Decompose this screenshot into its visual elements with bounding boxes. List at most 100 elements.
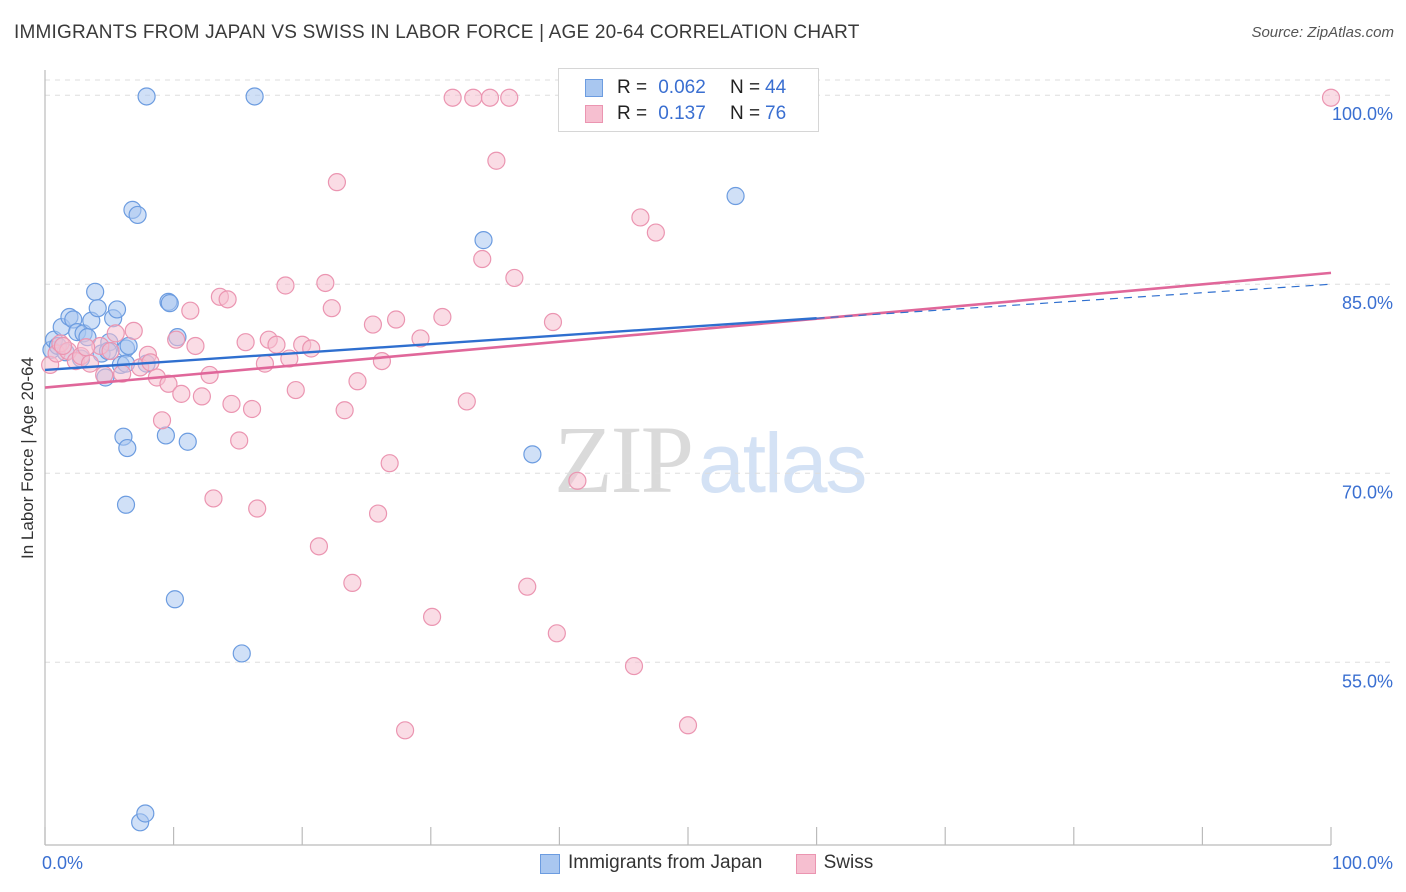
- swiss-point: [363, 315, 383, 334]
- swiss-point: [242, 399, 262, 419]
- swiss-point: [309, 537, 329, 556]
- japan-point: [726, 186, 745, 206]
- axes: [44, 70, 1332, 846]
- legend-label-swiss: Swiss: [823, 852, 874, 873]
- swiss-point: [192, 387, 211, 406]
- japan-point: [523, 445, 542, 464]
- swiss-point: [77, 338, 96, 357]
- y-tick-label: 100.0%: [1332, 104, 1393, 124]
- swiss-point: [152, 411, 172, 430]
- japan-point: [178, 432, 197, 451]
- x-tick-label-max: 100.0%: [1332, 853, 1393, 873]
- swiss-point: [248, 499, 267, 518]
- legend-n-value: 44: [765, 77, 787, 98]
- swiss-point: [422, 607, 442, 627]
- swiss-point: [276, 276, 295, 295]
- swiss-point: [380, 454, 399, 473]
- swiss-point: [505, 268, 524, 288]
- chart-title: IMMIGRANTS FROM JAPAN VS SWISS IN LABOR …: [14, 22, 860, 43]
- japan-point: [116, 495, 136, 514]
- swiss-point: [547, 624, 566, 643]
- japan-point: [107, 300, 127, 319]
- y-tick-label: 55.0%: [1342, 671, 1393, 691]
- watermark-atlas: atlas: [698, 416, 867, 510]
- swiss-point: [106, 324, 125, 343]
- legend-r-label: R =: [617, 103, 648, 124]
- legend-swatch-swiss: [795, 854, 816, 874]
- swiss-point: [487, 151, 506, 170]
- swiss-point: [543, 312, 563, 332]
- swiss-point: [335, 401, 354, 420]
- swiss-point: [286, 380, 305, 400]
- swiss-point: [343, 573, 362, 592]
- series-japan: [42, 87, 745, 832]
- legend-r-label: R =: [617, 77, 648, 98]
- grid-lines: [45, 79, 1391, 663]
- swiss-point: [316, 273, 335, 293]
- swiss-point: [678, 716, 698, 735]
- swiss-point: [386, 310, 406, 329]
- swiss-point: [411, 329, 430, 348]
- swiss-point: [500, 88, 519, 107]
- japan-point: [245, 87, 264, 106]
- swiss-point: [101, 341, 120, 361]
- tick-labels: 55.0% 70.0% 85.0% 100.0% 0.0% 100.0%: [42, 104, 1393, 873]
- swiss-point: [53, 336, 73, 356]
- swiss-point: [568, 471, 587, 490]
- legend-r-value: 0.062: [658, 77, 706, 98]
- legend-item-japan[interactable]: Immigrants from Japan: [540, 852, 762, 874]
- x-tick-label-min: 0.0%: [42, 853, 83, 873]
- swiss-point: [172, 384, 191, 403]
- swiss-point: [518, 577, 537, 596]
- legend-item-swiss[interactable]: Swiss: [795, 852, 874, 874]
- swiss-point: [443, 88, 462, 107]
- swiss-point: [368, 504, 388, 523]
- swiss-point: [80, 354, 100, 373]
- series-legend: Immigrants from Japan Swiss: [540, 852, 901, 874]
- swiss-point: [480, 88, 500, 107]
- y-tick-label: 70.0%: [1342, 482, 1393, 502]
- japan-point: [88, 299, 107, 318]
- correlation-legend: R = 0.062 N = 44 R = 0.137 N = 76: [558, 68, 819, 132]
- legend-row-japan: R = 0.062 N = 44: [559, 75, 818, 101]
- legend-n-value: 76: [765, 103, 787, 124]
- swiss-point: [200, 365, 219, 385]
- watermark: ZIPatlas: [554, 404, 867, 515]
- swiss-point: [230, 431, 249, 450]
- swiss-point: [267, 335, 286, 354]
- swiss-point: [302, 339, 321, 358]
- swiss-point: [327, 173, 347, 192]
- trend-line-swiss: [44, 271, 1332, 389]
- swiss-point: [457, 392, 476, 411]
- legend-swatch-japan: [585, 79, 603, 97]
- legend-swatch-japan: [540, 854, 560, 874]
- swiss-point: [433, 307, 452, 327]
- trend-lines: [44, 271, 1332, 389]
- watermark-zip: ZIP: [554, 406, 694, 513]
- japan-point: [128, 205, 147, 225]
- legend-swatch-swiss: [585, 105, 603, 123]
- swiss-point: [204, 489, 223, 508]
- legend-r-value: 0.137: [658, 103, 706, 124]
- swiss-point: [395, 721, 415, 740]
- japan-point: [119, 336, 138, 356]
- japan-point: [137, 87, 156, 106]
- swiss-point: [473, 249, 492, 269]
- swiss-point: [186, 336, 205, 356]
- japan-point: [136, 804, 155, 823]
- source-label: Source: ZipAtlas.com: [1251, 24, 1394, 41]
- legend-row-swiss: R = 0.137 N = 76: [559, 101, 818, 127]
- series-swiss: [41, 88, 1341, 740]
- swiss-point: [1321, 88, 1341, 107]
- swiss-point: [348, 372, 367, 391]
- swiss-point: [646, 223, 665, 242]
- swiss-point: [372, 351, 392, 371]
- swiss-point: [218, 290, 237, 309]
- japan-point: [86, 282, 105, 301]
- japan-point: [232, 644, 251, 663]
- y-tick-label: 85.0%: [1342, 293, 1393, 313]
- legend-n-label: N =: [730, 103, 761, 124]
- trend-line-japan: [44, 317, 817, 372]
- legend-n-label: N =: [730, 77, 761, 98]
